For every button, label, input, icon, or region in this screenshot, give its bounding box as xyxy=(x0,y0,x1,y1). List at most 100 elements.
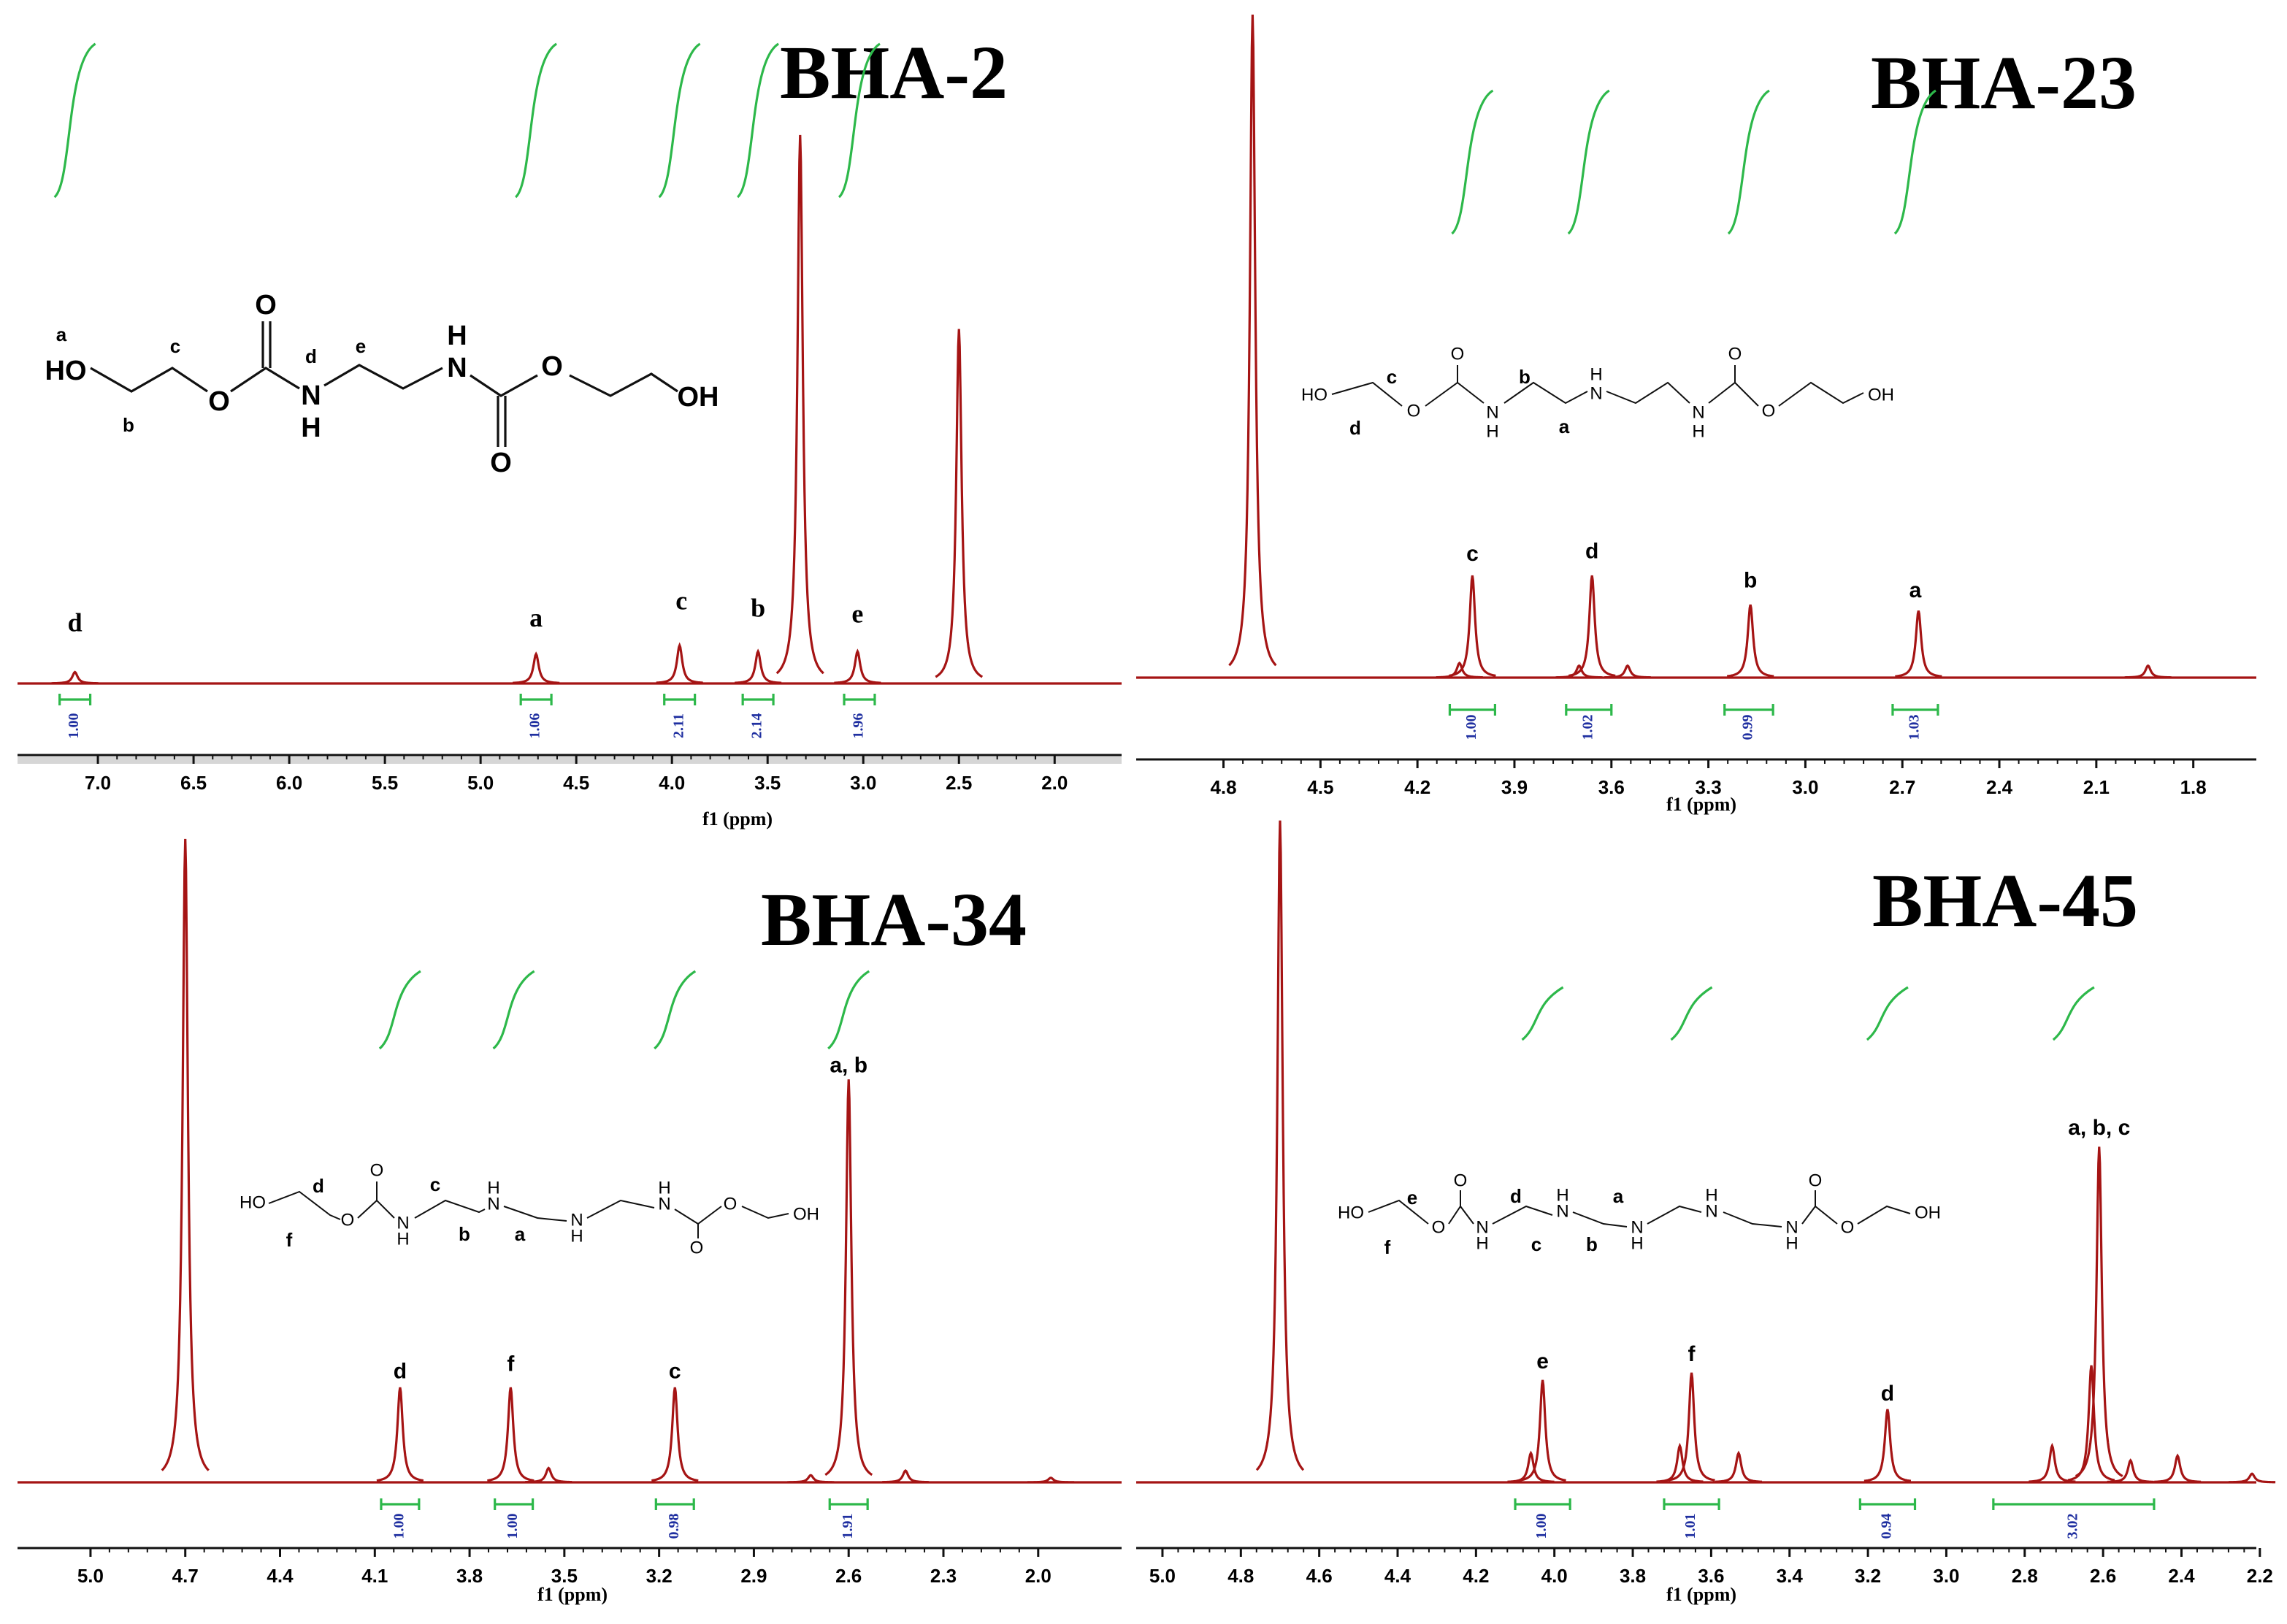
peak xyxy=(824,1079,873,1476)
atom-label: N xyxy=(1692,402,1704,422)
atom-label: H xyxy=(1486,421,1498,441)
atom-label: d xyxy=(1349,417,1361,439)
atom-label: N xyxy=(1486,402,1498,422)
integral-value: 1.06 xyxy=(527,713,543,739)
peak xyxy=(1568,575,1616,677)
integral-bar xyxy=(1858,1498,1917,1510)
bond xyxy=(1723,1211,1782,1227)
atom-label: N xyxy=(447,353,467,383)
peak xyxy=(1436,661,1483,679)
peak xyxy=(1507,1450,1555,1483)
x-tick-label: 5.0 xyxy=(77,1565,104,1587)
atom-label: f xyxy=(1384,1236,1391,1258)
bond xyxy=(1368,1199,1429,1225)
x-tick-label: 4.4 xyxy=(1384,1565,1411,1587)
integral-value: 1.00 xyxy=(505,1514,521,1539)
integral-curve xyxy=(1567,89,1610,235)
x-axis-label: f1 (ppm) xyxy=(1666,794,1736,815)
integral-curve xyxy=(1893,89,1937,235)
x-tick-label: 5.0 xyxy=(1149,1565,1176,1587)
integral-bar xyxy=(494,1498,535,1510)
atom-label: a xyxy=(1559,415,1570,437)
atom-label: O xyxy=(1728,344,1742,364)
peak xyxy=(1228,14,1277,667)
atom-label: a xyxy=(1613,1185,1624,1207)
peak xyxy=(2067,1365,2115,1482)
integral-value: 1.00 xyxy=(66,713,82,739)
peak xyxy=(1604,664,1651,679)
integral-value: 2.11 xyxy=(670,713,686,738)
x-tick-label: 6.0 xyxy=(276,772,302,794)
atom-label: c xyxy=(430,1173,440,1195)
peak xyxy=(525,1466,572,1484)
peak-label: d xyxy=(68,608,83,637)
x-tick-label: 2.7 xyxy=(1889,776,1915,798)
atom-label: HO xyxy=(240,1192,266,1212)
integral-bar xyxy=(1723,704,1774,716)
peak xyxy=(2229,1472,2276,1484)
integral-curve xyxy=(1521,986,1564,1041)
atom-label: H xyxy=(301,413,321,443)
peak xyxy=(1255,820,1305,1471)
integral-bar xyxy=(1663,1498,1720,1510)
peak xyxy=(1895,610,1942,678)
peak-label: e xyxy=(851,600,863,629)
integral-curve xyxy=(658,42,701,199)
integral-curve xyxy=(827,970,870,1050)
peak-label: e xyxy=(1536,1349,1549,1374)
integral-curve xyxy=(736,42,780,199)
x-tick-label: 3.2 xyxy=(1855,1565,1881,1587)
integral-curve xyxy=(1451,89,1494,235)
x-tick-label: 3.8 xyxy=(456,1565,483,1587)
atom-label: O xyxy=(208,386,230,417)
atom-label: OH xyxy=(1868,385,1894,405)
atom-label: H xyxy=(570,1226,583,1246)
peak xyxy=(1555,664,1603,679)
integral-bar xyxy=(519,694,553,705)
structure: e HO f O O d N H c H N a b N H H N N H O… xyxy=(1338,1171,1941,1258)
bond xyxy=(1331,381,1403,407)
x-tick-label: 2.3 xyxy=(930,1565,957,1587)
bond xyxy=(1857,1205,1911,1225)
atom-label: b xyxy=(1519,366,1531,388)
peak xyxy=(1726,604,1774,678)
peak xyxy=(834,648,881,684)
atom-label: O xyxy=(255,290,277,321)
x-tick-label: 4.8 xyxy=(1210,776,1236,798)
integral-curve xyxy=(1670,986,1713,1041)
atom-label: N xyxy=(1785,1217,1798,1237)
x-tick-label: 4.2 xyxy=(1463,1565,1489,1587)
atom-label: O xyxy=(724,1194,738,1214)
atom-label: N xyxy=(397,1213,409,1233)
x-tick-label: 3.4 xyxy=(1777,1565,1804,1587)
x-tick-label: 2.6 xyxy=(835,1565,862,1587)
atom-label: N xyxy=(1590,383,1602,403)
x-tick-label: 3.8 xyxy=(1620,1565,1646,1587)
x-tick-label: 2.6 xyxy=(2090,1565,2116,1587)
x-tick-label: 4.5 xyxy=(563,772,589,794)
integral-curve xyxy=(1727,89,1770,235)
integral-value: 1.02 xyxy=(1579,715,1595,740)
x-axis-label: f1 (ppm) xyxy=(1666,1584,1736,1605)
peak xyxy=(651,1387,699,1482)
integral-curve xyxy=(1866,986,1909,1041)
peak xyxy=(2029,1442,2076,1483)
atom-label: O xyxy=(1432,1217,1446,1237)
x-tick-label: 1.8 xyxy=(2180,776,2207,798)
x-tick-label: 4.0 xyxy=(1541,1565,1568,1587)
atom-label: d xyxy=(305,345,317,367)
peak-label: c xyxy=(1466,542,1479,566)
peak xyxy=(935,329,984,678)
integral-bar xyxy=(1448,704,1497,716)
integral-value: 1.00 xyxy=(1463,715,1479,740)
integral-bar xyxy=(828,1498,869,1510)
atom-label: N xyxy=(1705,1201,1717,1221)
x-tick-label: 3.5 xyxy=(551,1565,578,1587)
peak-label: a, b xyxy=(830,1053,867,1077)
atom-label: HO xyxy=(1301,385,1328,405)
x-tick-label: 3.0 xyxy=(1933,1565,1959,1587)
panel-title: BHA-45 xyxy=(1872,859,2138,943)
x-tick-label: 2.8 xyxy=(2012,1565,2038,1587)
